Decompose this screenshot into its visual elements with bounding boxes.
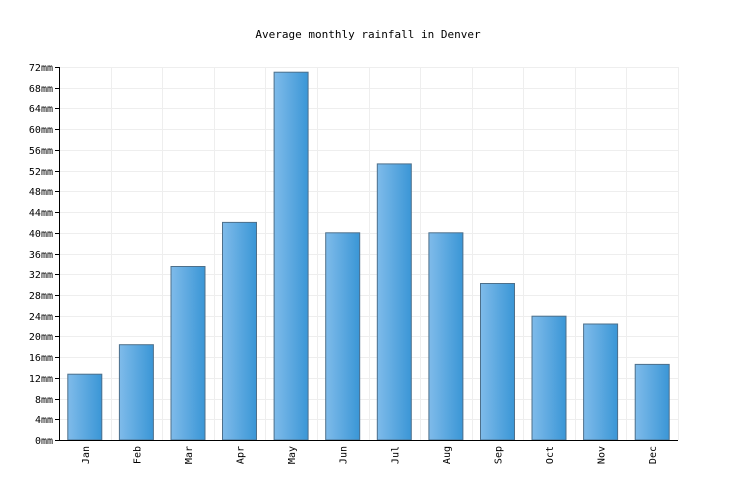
x-tick-label: Feb [132,446,143,464]
x-tick-label: Jul [390,446,401,464]
y-tick-label: 52mm [29,167,53,178]
y-tick-labels: 0mm 4mm 8mm 12mm 16mm 20mm 24mm 28mm 32mm 36mm 40m… [29,63,53,447]
y-tick-label: 40mm [29,229,53,240]
bar-apr [222,221,257,441]
chart-title: Average monthly rainfall in Denver [255,28,481,41]
y-tick-label: 16mm [29,353,53,364]
bar-aug [428,232,464,441]
y-tick-label: 20mm [29,332,53,343]
bar-may [273,71,309,441]
y-tick-label: 64mm [29,104,53,115]
bar-jun [325,232,361,441]
bar-mar [170,266,206,441]
x-tick-label: Mar [184,446,195,464]
y-tick-label: 72mm [29,63,53,74]
y-tick-label: 12mm [29,374,53,385]
x-tick-label: Aug [442,446,453,464]
bar-jan [67,373,103,441]
y-tick-label: 0mm [35,436,53,447]
x-tick-label: Oct [545,446,556,464]
y-tick-label: 68mm [29,84,53,95]
bar-feb [118,344,154,441]
y-tick-label: 48mm [29,187,53,198]
y-tick-label: 4mm [35,415,53,426]
x-tick-label: Jun [339,446,350,464]
y-tick-label: 56mm [29,146,53,157]
x-tick-label: May [287,446,298,464]
y-tick-label: 44mm [29,208,53,219]
bar-jul [376,163,412,441]
bar-oct [531,315,567,441]
x-tick-label: Sep [493,446,504,464]
x-tick-label: Dec [648,446,659,464]
x-tick-label: Apr [236,446,247,464]
grid-layer [59,67,679,441]
y-tick-label: 28mm [29,291,53,302]
y-tick-label: 8mm [35,395,53,406]
axes-layer [55,67,678,441]
x-tick-labels: Jan Feb Mar Apr May Jun Jul Aug Sep Oct Nov Dec [81,446,659,464]
y-tick-label: 32mm [29,270,53,281]
bar-sep [480,283,515,441]
y-tick-label: 60mm [29,125,53,136]
x-tick-label: Nov [597,446,608,464]
bar-dec [634,363,670,441]
y-tick-label: 36mm [29,250,53,261]
bars-layer [67,71,670,441]
y-tick-label: 24mm [29,312,53,323]
x-tick-label: Jan [81,446,92,464]
bar-nov [583,323,619,441]
